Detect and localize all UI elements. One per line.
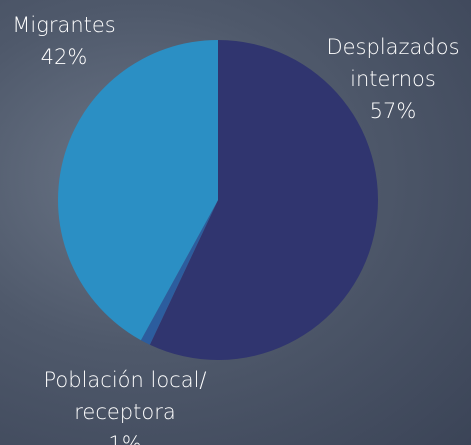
slice-label: Migrantes 42% bbox=[0, 9, 128, 73]
value-label: 42% bbox=[0, 41, 128, 73]
category-label: Población local/ receptora bbox=[20, 364, 230, 428]
category-label: Desplazados internos bbox=[318, 31, 468, 95]
value-label: 1% bbox=[20, 428, 230, 445]
chart: Migrantes 42% Desplazados internos 57% P… bbox=[0, 0, 471, 445]
value-label: 57% bbox=[318, 95, 468, 127]
slice-label: Desplazados internos 57% bbox=[318, 31, 468, 127]
category-label: Migrantes bbox=[0, 9, 128, 41]
slice-label: Población local/ receptora 1% bbox=[20, 364, 230, 445]
